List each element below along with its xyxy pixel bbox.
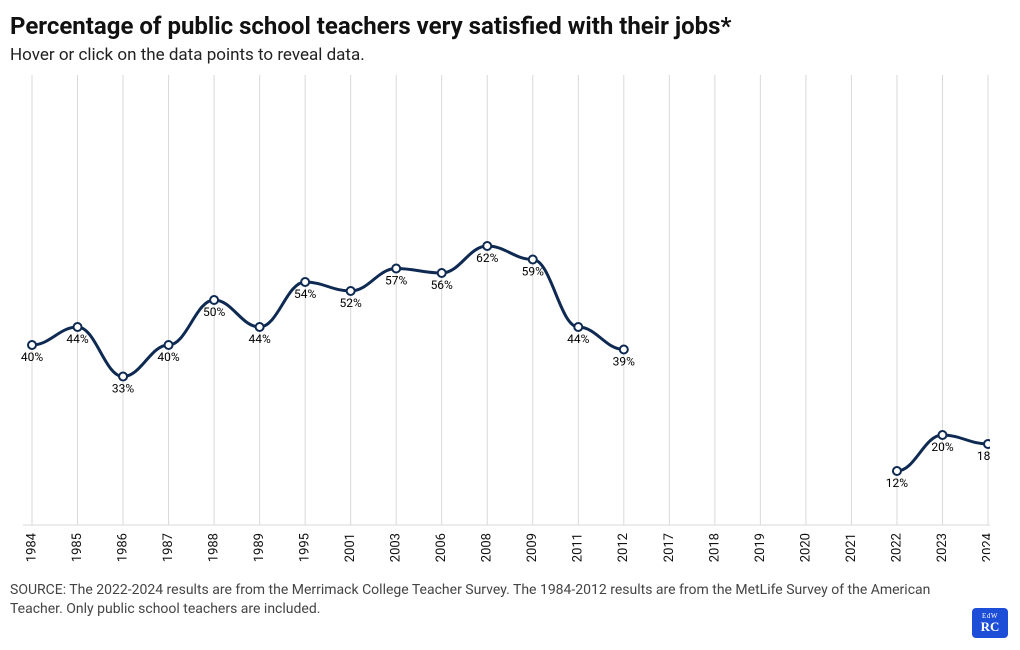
data-label: 18% bbox=[977, 449, 990, 463]
data-label: 33% bbox=[112, 381, 134, 395]
data-point[interactable] bbox=[620, 345, 628, 353]
data-point[interactable] bbox=[984, 440, 990, 448]
data-point[interactable] bbox=[529, 255, 537, 263]
x-tick-label: 2006 bbox=[434, 533, 449, 562]
x-tick-label: 2003 bbox=[389, 533, 404, 562]
data-point[interactable] bbox=[119, 372, 127, 380]
data-label: 12% bbox=[886, 476, 908, 490]
data-point[interactable] bbox=[210, 296, 218, 304]
data-point[interactable] bbox=[165, 341, 173, 349]
data-point[interactable] bbox=[893, 467, 901, 475]
data-label: 39% bbox=[613, 354, 635, 368]
data-point[interactable] bbox=[28, 341, 36, 349]
data-point[interactable] bbox=[74, 323, 82, 331]
x-tick-label: 2021 bbox=[844, 533, 859, 562]
x-tick-label: 2001 bbox=[343, 533, 358, 562]
x-tick-label: 2017 bbox=[662, 533, 677, 562]
data-label: 44% bbox=[66, 332, 88, 346]
x-tick-label: 1988 bbox=[207, 533, 222, 562]
x-tick-label: 1986 bbox=[115, 533, 130, 562]
data-point[interactable] bbox=[347, 287, 355, 295]
data-label: 54% bbox=[294, 287, 316, 301]
data-label: 59% bbox=[522, 264, 544, 278]
data-label: 57% bbox=[385, 273, 407, 287]
x-tick-label: 2008 bbox=[480, 533, 495, 562]
x-tick-label: 1987 bbox=[161, 533, 176, 562]
chart-title: Percentage of public school teachers ver… bbox=[10, 12, 1010, 41]
x-tick-label: 2020 bbox=[798, 533, 813, 562]
x-tick-label: 1995 bbox=[298, 533, 313, 562]
data-point[interactable] bbox=[392, 264, 400, 272]
data-label: 52% bbox=[340, 296, 362, 310]
data-point[interactable] bbox=[574, 323, 582, 331]
data-label: 44% bbox=[248, 332, 270, 346]
data-point[interactable] bbox=[301, 278, 309, 286]
data-point[interactable] bbox=[256, 323, 264, 331]
brand-logo-bottom: RC bbox=[981, 620, 1000, 633]
line-chart: 1984 1985 1986 1987 1988 1989 1995 2001 2003 2006… bbox=[10, 75, 990, 575]
data-label: 40% bbox=[157, 350, 179, 364]
x-tick-label: 2022 bbox=[889, 533, 904, 562]
x-tick-label: 2018 bbox=[707, 533, 722, 562]
x-tick-label: 2023 bbox=[935, 533, 950, 562]
data-label: 50% bbox=[203, 305, 225, 319]
x-tick-label: 1989 bbox=[252, 533, 267, 562]
data-label: 56% bbox=[431, 278, 453, 292]
data-label: 40% bbox=[21, 350, 43, 364]
x-tick-label: 1985 bbox=[70, 533, 85, 562]
x-tick-label: 2024 bbox=[980, 532, 990, 562]
x-tick-label: 2019 bbox=[753, 533, 768, 562]
chart-subtitle: Hover or click on the data points to rev… bbox=[10, 45, 1010, 65]
data-point[interactable] bbox=[438, 269, 446, 277]
x-tick-label: 2011 bbox=[571, 533, 586, 562]
chart-svg: 1984 1985 1986 1987 1988 1989 1995 2001 2003 2006… bbox=[10, 75, 990, 575]
data-point[interactable] bbox=[483, 242, 491, 250]
source-note: SOURCE: The 2022-2024 results are from t… bbox=[10, 581, 950, 619]
x-tick-label: 2012 bbox=[616, 533, 631, 562]
data-label: 44% bbox=[567, 332, 589, 346]
data-point[interactable] bbox=[938, 431, 946, 439]
data-label: 20% bbox=[931, 440, 953, 454]
brand-logo-icon: EdW RC bbox=[972, 608, 1008, 638]
data-label: 62% bbox=[476, 251, 498, 265]
x-tick-label: 2009 bbox=[525, 533, 540, 562]
x-tick-label: 1984 bbox=[24, 532, 39, 562]
